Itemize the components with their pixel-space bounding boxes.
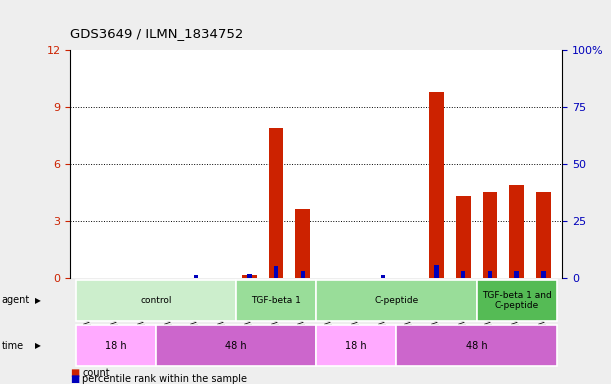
Bar (397, 325, 557, 366)
Bar (236, 280, 316, 321)
Bar (456, 196, 470, 278)
Text: ■: ■ (70, 368, 79, 378)
Text: 18 h: 18 h (105, 341, 126, 351)
Text: ▶: ▶ (35, 341, 42, 350)
Bar (242, 275, 257, 278)
Bar (269, 128, 284, 278)
Bar (156, 325, 316, 366)
Bar (381, 275, 385, 278)
Bar (316, 325, 397, 366)
Text: 48 h: 48 h (466, 341, 488, 351)
Bar (483, 192, 497, 278)
Bar (247, 274, 252, 278)
Text: TGF-beta 1: TGF-beta 1 (251, 296, 301, 305)
Text: control: control (140, 296, 172, 305)
Bar (316, 280, 477, 321)
Bar (488, 271, 492, 278)
Bar (76, 325, 156, 366)
Bar (194, 275, 198, 278)
Bar (510, 185, 524, 278)
Bar (434, 265, 439, 278)
Bar (301, 270, 305, 278)
Text: C-peptide: C-peptide (375, 296, 419, 305)
Bar (461, 271, 466, 278)
Bar (541, 271, 546, 278)
Text: ▶: ▶ (35, 296, 42, 305)
Text: percentile rank within the sample: percentile rank within the sample (82, 374, 247, 384)
Text: GDS3649 / ILMN_1834752: GDS3649 / ILMN_1834752 (70, 27, 244, 40)
Bar (76, 280, 236, 321)
Text: time: time (2, 341, 24, 351)
Bar (477, 280, 557, 321)
Bar (514, 271, 519, 278)
Text: count: count (82, 368, 110, 378)
Bar (296, 209, 310, 278)
Bar (274, 265, 278, 278)
Bar (429, 92, 444, 278)
Text: ■: ■ (70, 374, 79, 384)
Bar (536, 192, 551, 278)
Text: TGF-beta 1 and
C-peptide: TGF-beta 1 and C-peptide (482, 291, 552, 310)
Text: agent: agent (2, 295, 30, 305)
Text: 48 h: 48 h (225, 341, 247, 351)
Text: 18 h: 18 h (345, 341, 367, 351)
